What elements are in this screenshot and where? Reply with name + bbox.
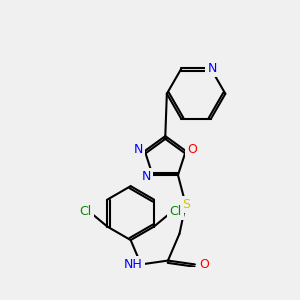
Text: N: N [142, 170, 151, 183]
Text: S: S [182, 198, 190, 211]
Text: O: O [187, 143, 197, 156]
Text: N: N [134, 143, 143, 156]
Text: N: N [208, 62, 217, 75]
Text: Cl: Cl [169, 205, 182, 218]
Text: NH: NH [124, 258, 143, 271]
Text: O: O [199, 258, 209, 271]
Text: Cl: Cl [80, 205, 92, 218]
